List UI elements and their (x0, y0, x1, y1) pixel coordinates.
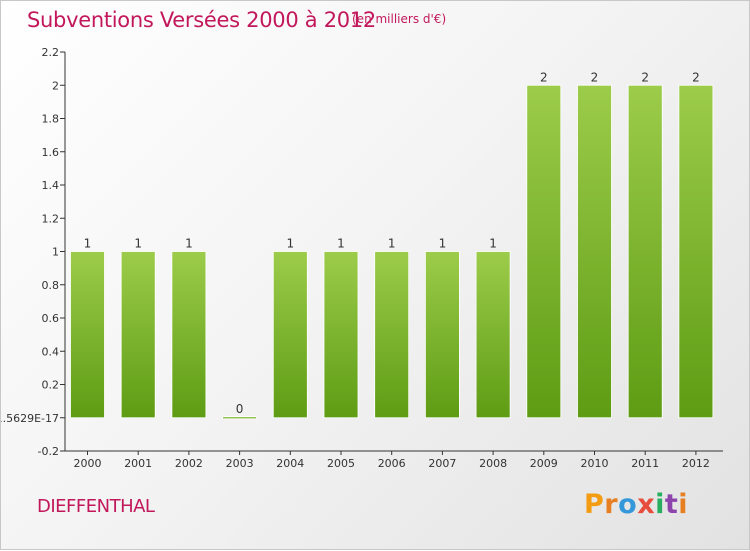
bar-2008 (475, 251, 511, 419)
bar-2006 (374, 251, 410, 419)
chart-title: Subventions Versées 2000 à 2012 (27, 8, 376, 32)
bar-2004 (272, 251, 308, 419)
data-label-2005: 1 (337, 237, 345, 251)
data-label-2004: 1 (286, 237, 294, 251)
x-tick-label-2000: 2000 (74, 457, 102, 470)
proxiti-logo: Proxiti (584, 489, 689, 520)
y-tick-label: 1.4 (42, 179, 60, 192)
bar-2011 (627, 84, 663, 419)
data-label-2002: 1 (185, 237, 193, 251)
x-tick-label-2007: 2007 (428, 457, 456, 470)
bar-2002 (171, 251, 207, 419)
bar-2010 (577, 84, 612, 419)
x-tick-label-2004: 2004 (276, 457, 304, 470)
y-tick-label: 0.6 (42, 312, 60, 325)
data-label-2000: 1 (84, 237, 92, 251)
y-tick-label: 2.2 (42, 46, 60, 59)
y-tick-label: -1.5629E-17 (1, 412, 59, 425)
data-label-2012: 2 (692, 70, 700, 84)
y-tick-label: 1.2 (42, 212, 60, 225)
y-tick-label: 1.8 (42, 113, 60, 126)
data-label-2008: 1 (489, 237, 497, 251)
data-label-2010: 2 (591, 70, 599, 84)
x-tick-label-2008: 2008 (479, 457, 507, 470)
bar-2003 (222, 416, 258, 420)
y-tick-label: 1 (52, 246, 59, 259)
x-tick-label-2006: 2006 (378, 457, 406, 470)
bar-2012 (678, 84, 714, 419)
data-label-2011: 2 (641, 70, 649, 84)
y-tick-label: 0.8 (42, 279, 60, 292)
bar-2007 (424, 251, 460, 419)
x-tick-label-2012: 2012 (682, 457, 710, 470)
data-label-2003: 0 (236, 402, 244, 416)
x-tick-label-2011: 2011 (631, 457, 659, 470)
bar-2001 (120, 251, 156, 419)
y-tick-label: 0.4 (42, 345, 60, 358)
x-tick-label-2003: 2003 (226, 457, 254, 470)
y-tick-label: 0.2 (42, 379, 60, 392)
x-tick-label-2009: 2009 (530, 457, 558, 470)
chart-unit: (en milliers d'€) (352, 12, 447, 26)
data-label-2006: 1 (388, 237, 396, 251)
bar-2000 (70, 251, 105, 419)
x-tick-label-2010: 2010 (581, 457, 609, 470)
bar-2005 (323, 251, 359, 419)
x-tick-label-2002: 2002 (175, 457, 203, 470)
bar-2009 (526, 84, 562, 419)
x-tick-label-2005: 2005 (327, 457, 355, 470)
y-tick-label: 1.6 (42, 146, 60, 159)
data-label-2007: 1 (439, 237, 447, 251)
x-tick-label-2001: 2001 (124, 457, 152, 470)
data-label-2009: 2 (540, 70, 548, 84)
y-tick-label: 2 (52, 79, 59, 92)
y-tick-label: -0.2 (38, 445, 59, 458)
data-label-2001: 1 (134, 237, 142, 251)
commune-name: DIEFFENTHAL (37, 496, 155, 517)
